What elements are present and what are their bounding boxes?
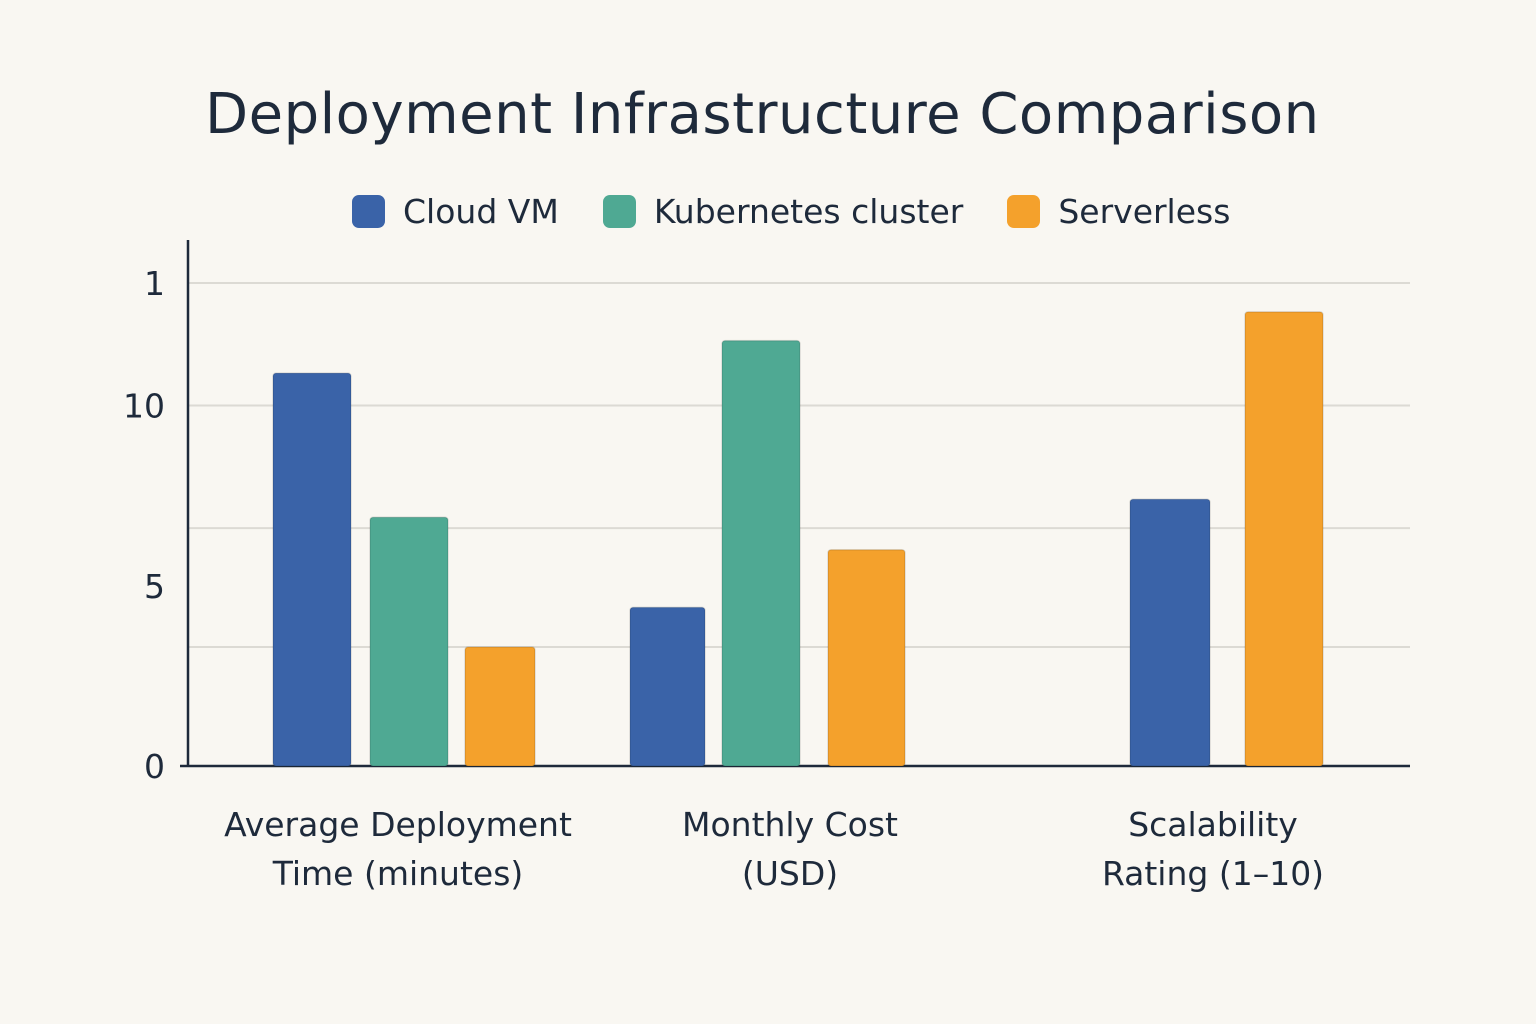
x-category-label-line: Average Deployment [224,805,572,844]
x-category-label-line: Rating (1–10) [1102,854,1324,893]
bar-serverless-2 [1244,311,1324,767]
legend-label-serverless: Serverless [1058,192,1231,231]
y-tick-label-2: 10 [123,387,165,426]
bar-cloud-vm-1 [629,606,706,767]
bar-serverless-0 [464,646,536,767]
legend: Cloud VM Kubernetes cluster Serverless [352,192,1230,231]
legend-item-cloud-vm: Cloud VM [352,192,559,231]
bar-serverless-1 [827,548,906,767]
bar-cloud-vm-2 [1129,498,1211,767]
bar-cloud-vm-0 [272,372,352,767]
x-category-label-line: Monthly Cost [682,805,898,844]
legend-label-kubernetes: Kubernetes cluster [653,192,964,231]
x-category-label-line: (USD) [742,854,838,893]
x-category-label-1: Monthly Cost (USD) [682,805,898,893]
legend-label-cloud-vm: Cloud VM [403,192,559,231]
x-category-label-line: Scalability [1128,805,1298,844]
legend-swatch-cloud-vm [352,195,385,228]
legend-item-serverless: Serverless [1007,192,1230,231]
legend-item-kubernetes: Kubernetes cluster [602,192,964,231]
x-category-label-0: Average Deployment Time (minutes) [224,805,572,893]
legend-swatch-serverless [1007,195,1041,228]
y-tick-label-1: 5 [144,567,165,606]
y-tick-label-0: 0 [144,747,165,786]
legend-swatch-kubernetes [602,195,636,228]
x-category-label-2: Scalability Rating (1–10) [1102,805,1324,893]
bar-kubernetes-cluster-0 [369,516,449,767]
y-tick-label-3: 1 [144,264,165,303]
chart-title: Deployment Infrastructure Comparison [205,82,1320,147]
x-category-label-line: Time (minutes) [272,854,524,893]
bar-kubernetes-cluster-1 [721,339,801,767]
